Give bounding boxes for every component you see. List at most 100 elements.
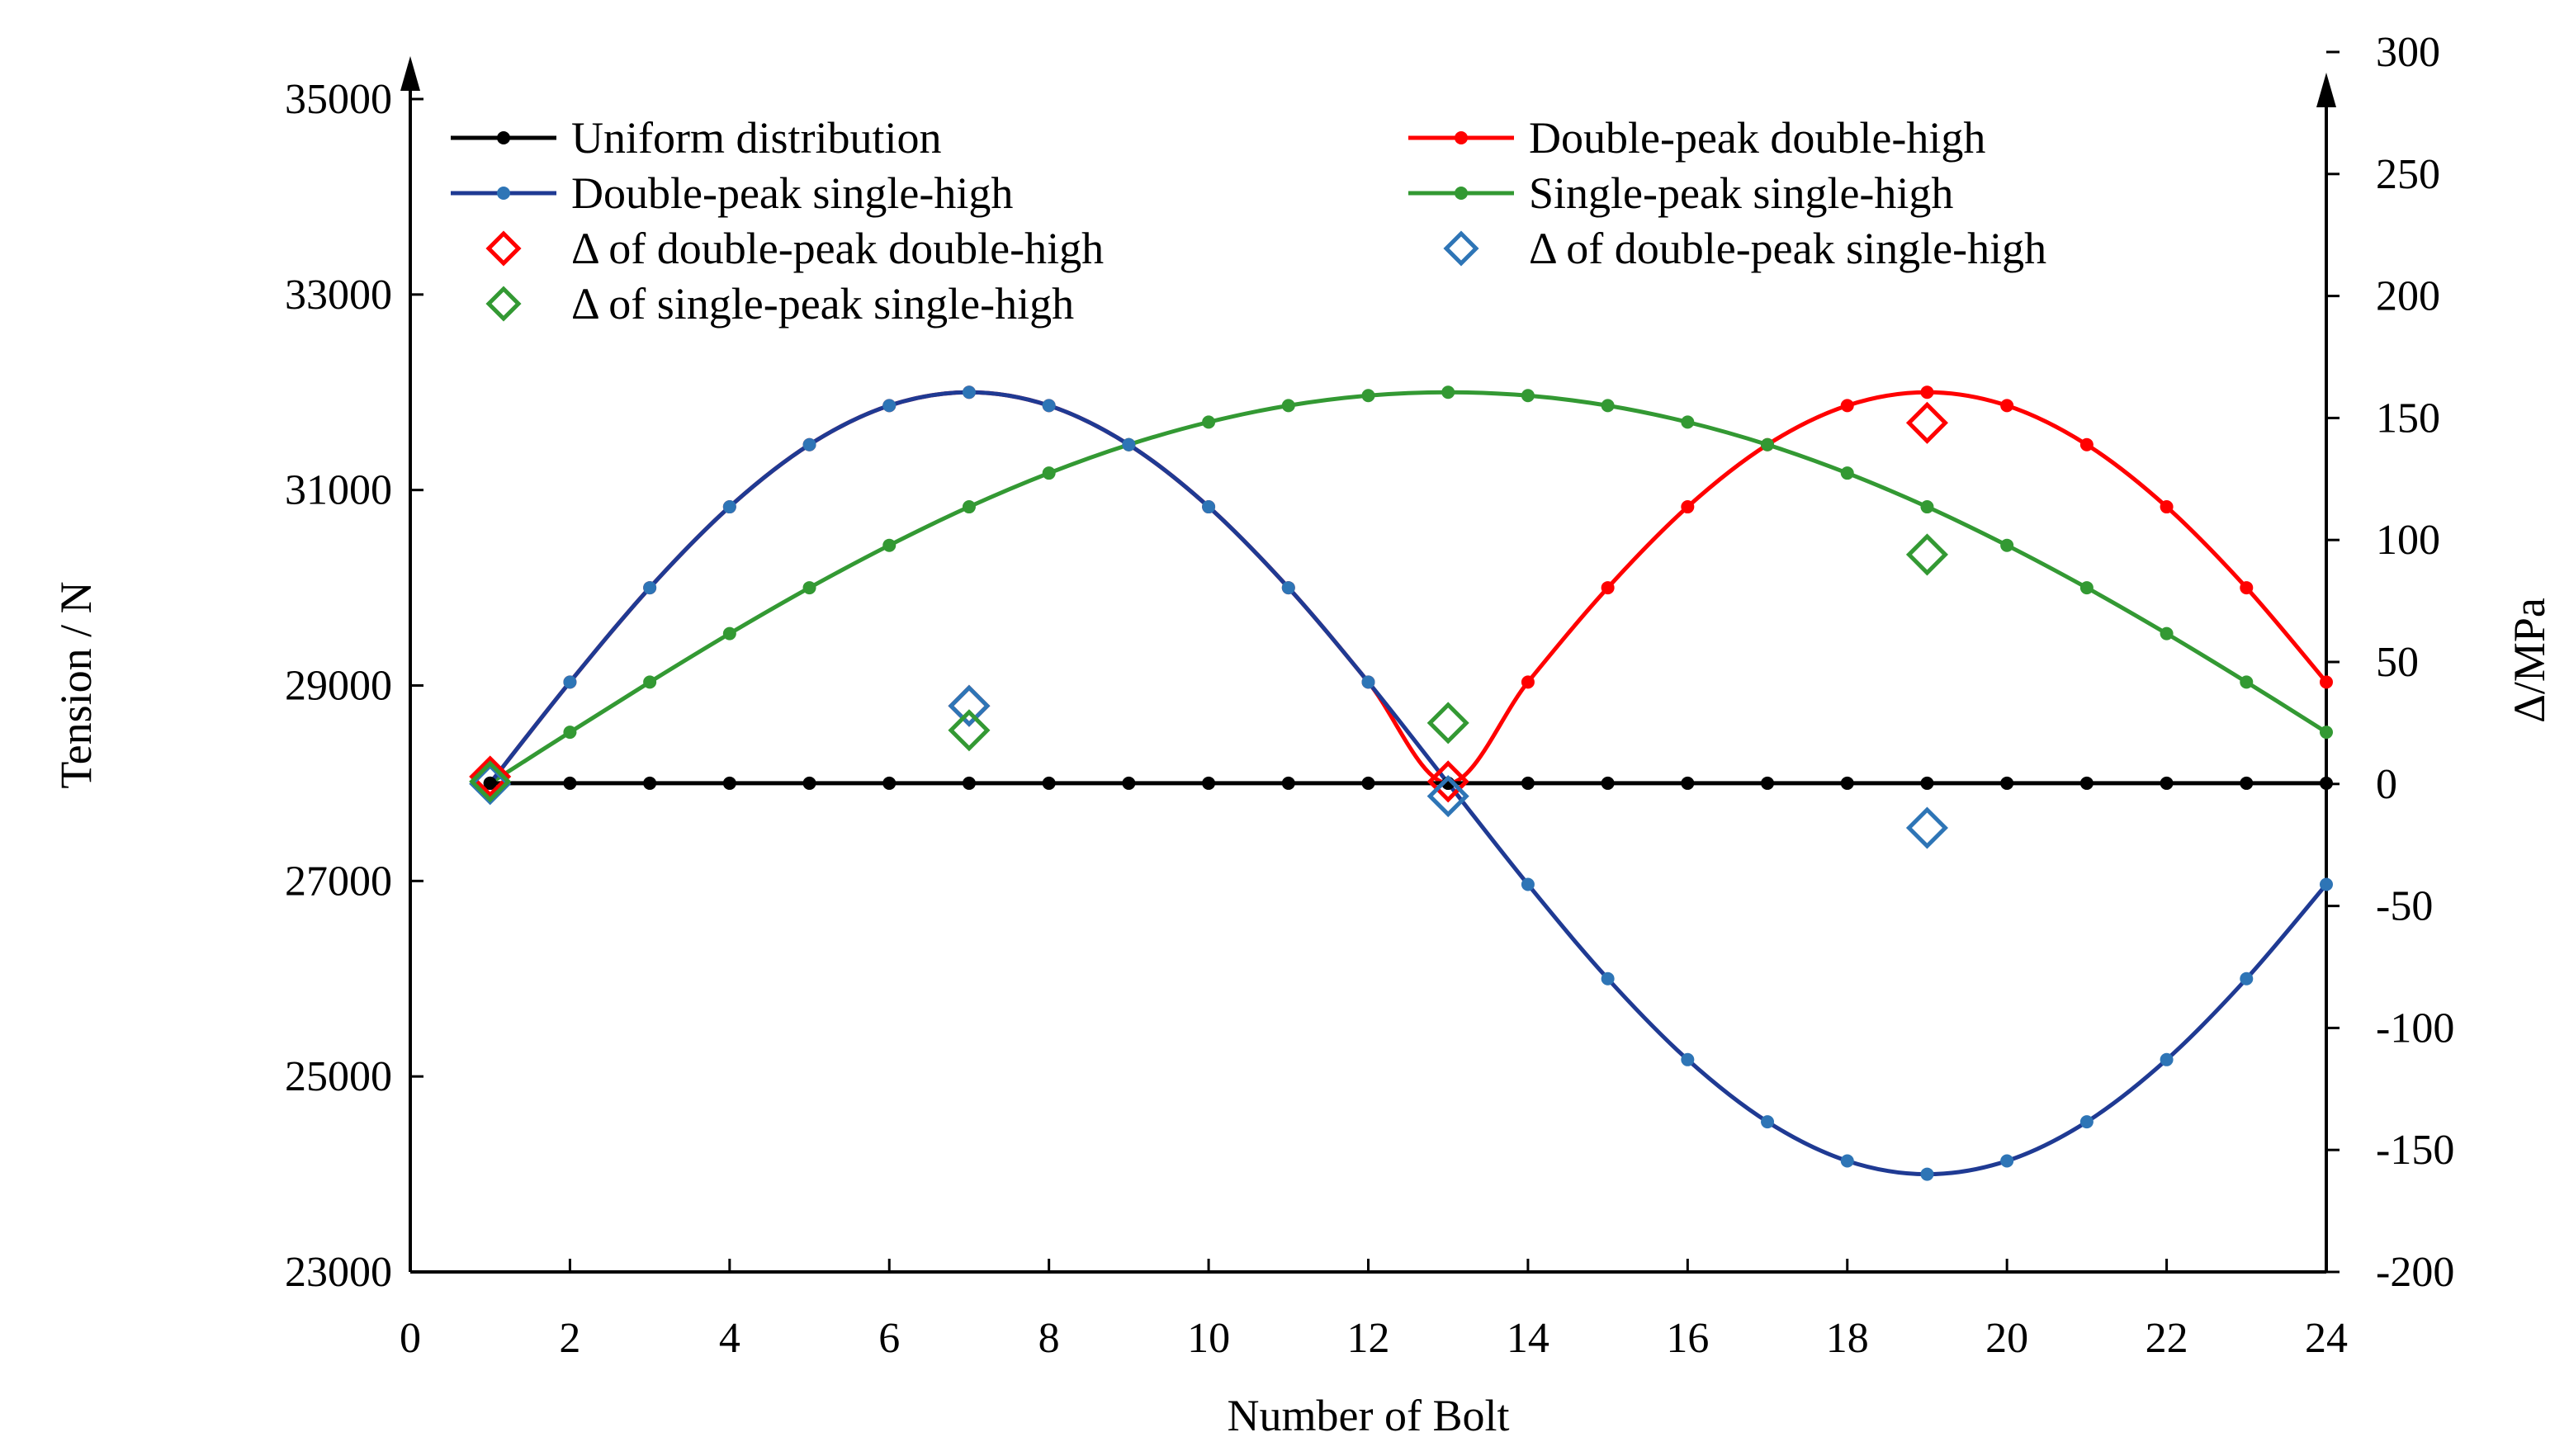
data-point-single-peak-single-high: [563, 726, 577, 740]
legend-swatch-marker: [497, 187, 510, 200]
delta-markers-layer: [469, 401, 1948, 849]
data-point-double-peak-single-high: [1840, 1154, 1854, 1168]
data-point-single-peak-single-high: [1361, 389, 1375, 403]
delta-series--of-single-peak-single-high: [469, 533, 1948, 803]
data-point-double-peak-single-high: [1761, 1115, 1775, 1129]
data-point-double-peak-double-high: [1521, 675, 1535, 689]
legend-item-double-peak-single-high: Double-peak single-high: [451, 168, 1013, 218]
legend-label: Single-peak single-high: [1529, 168, 1953, 218]
legend-item-uniform-distribution: Uniform distribution: [451, 113, 941, 163]
legend-item-single-peak-single-high: Single-peak single-high: [1408, 168, 1953, 218]
legend-label: Δ of double-peak single-high: [1529, 224, 2046, 273]
x-tick-label: 6: [878, 1315, 900, 1362]
x-tick-label: 14: [1507, 1315, 1549, 1362]
data-point-single-peak-single-high: [1202, 415, 1216, 429]
data-point-double-peak-single-high: [1361, 675, 1375, 689]
y2-tick-label: 200: [2376, 273, 2440, 320]
y2-tick-label: 150: [2376, 395, 2440, 442]
data-point-double-peak-double-high: [1920, 385, 1934, 399]
x-tick-label: 16: [1666, 1315, 1709, 1362]
data-point-uniform-distribution: [2160, 776, 2174, 790]
legend-item--of-single-peak-single-high: Δ of single-peak single-high: [485, 279, 1074, 329]
data-point-single-peak-single-high: [962, 500, 976, 514]
data-point-single-peak-single-high: [2240, 675, 2254, 689]
data-point-double-peak-single-high: [2000, 1154, 2014, 1168]
data-point-single-peak-single-high: [722, 626, 736, 641]
data-point-uniform-distribution: [1361, 776, 1375, 790]
series-line-double-peak-double-high: [488, 390, 2328, 786]
tick-labels: 0 2 4 6 8 10 12 14 16 18 20 22 242300025000270002900…: [285, 29, 2454, 1362]
data-point-uniform-distribution: [483, 776, 497, 790]
data-point-double-peak-double-high: [2240, 581, 2254, 595]
legend-label: Double-peak double-high: [1529, 113, 1985, 163]
y2-axis-arrowhead: [2316, 73, 2336, 107]
data-point-uniform-distribution: [1521, 776, 1535, 790]
legend-swatch-marker: [1455, 187, 1468, 200]
delta-marker--of-single-peak-single-high: [1426, 702, 1469, 745]
data-point-double-peak-single-high: [1681, 1052, 1695, 1066]
data-point-double-peak-single-high: [2320, 877, 2333, 891]
data-point-single-peak-single-high: [882, 538, 897, 552]
data-point-uniform-distribution: [2000, 776, 2014, 790]
delta-marker--of-double-peak-double-high: [948, 684, 991, 727]
data-point-double-peak-single-high: [2079, 1115, 2094, 1129]
x-tick-label: 10: [1187, 1315, 1230, 1362]
y2-tick-label: 250: [2376, 151, 2440, 198]
legend-item-double-peak-double-high: Double-peak double-high: [1408, 113, 1985, 163]
data-point-double-peak-single-high: [563, 675, 577, 689]
data-point-double-peak-single-high: [1521, 877, 1535, 891]
data-point-double-peak-single-high: [882, 399, 897, 413]
data-point-double-peak-single-high: [1202, 500, 1216, 514]
x-tick-label: 4: [719, 1315, 740, 1362]
data-point-double-peak-single-high: [2160, 1052, 2174, 1066]
delta-marker--of-single-peak-single-high: [1905, 533, 1948, 576]
x-tick-label: 12: [1347, 1315, 1390, 1362]
delta-marker--of-double-peak-double-high: [1426, 760, 1469, 803]
y2-tick-label: 100: [2376, 517, 2440, 564]
legend-swatch-marker: [497, 131, 510, 144]
data-point-double-peak-single-high: [962, 385, 976, 399]
legend-swatch-diamond: [1443, 230, 1479, 267]
data-point-single-peak-single-high: [1920, 500, 1934, 514]
data-point-double-peak-single-high: [802, 437, 816, 451]
data-point-uniform-distribution: [882, 776, 897, 790]
legend-label: Δ of single-peak single-high: [571, 279, 1074, 329]
series-line-double-peak-single-high: [488, 390, 2328, 1177]
data-point-double-peak-double-high: [2160, 500, 2174, 514]
data-point-uniform-distribution: [2240, 776, 2254, 790]
y2-tick-label: -200: [2376, 1249, 2454, 1296]
data-point-double-peak-single-high: [722, 500, 736, 514]
data-point-double-peak-single-high: [1122, 437, 1136, 451]
x-tick-label: 8: [1038, 1315, 1060, 1362]
data-point-uniform-distribution: [1202, 776, 1216, 790]
data-point-uniform-distribution: [1601, 776, 1615, 790]
legend-swatch-marker: [1455, 131, 1468, 144]
x-tick-label: 2: [559, 1315, 580, 1362]
y-tick-label: 27000: [285, 858, 392, 905]
legend-swatch-diamond: [485, 286, 522, 322]
y2-axis-title: Δ/MPa: [2505, 598, 2554, 723]
data-point-single-peak-single-high: [1761, 437, 1775, 451]
legend-item--of-double-peak-single-high: Δ of double-peak single-high: [1443, 224, 2046, 273]
delta-marker--of-single-peak-single-high: [948, 709, 991, 752]
y2-tick-label: 50: [2376, 639, 2419, 686]
legend-label: Double-peak single-high: [571, 168, 1013, 218]
data-point-double-peak-double-high: [2320, 675, 2333, 689]
data-point-single-peak-single-high: [1042, 466, 1056, 480]
data-point-single-peak-single-high: [643, 675, 657, 689]
delta-series--of-double-peak-double-high: [469, 401, 1948, 803]
data-point-uniform-distribution: [1761, 776, 1775, 790]
data-point-uniform-distribution: [1042, 776, 1056, 790]
series-uniform-distribution: [483, 776, 2333, 790]
data-point-single-peak-single-high: [1281, 399, 1295, 413]
y2-tick-label: 0: [2376, 761, 2397, 808]
data-point-uniform-distribution: [722, 776, 736, 790]
x-tick-label: 22: [2146, 1315, 2188, 1362]
data-point-uniform-distribution: [1122, 776, 1136, 790]
delta-marker--of-double-peak-double-high: [469, 755, 512, 798]
data-point-double-peak-single-high: [1920, 1167, 1934, 1181]
data-point-single-peak-single-high: [2160, 626, 2174, 641]
x-axis-title: Number of Bolt: [1228, 1391, 1510, 1440]
x-tick-label: 0: [400, 1315, 421, 1362]
tick-marks: [409, 50, 2340, 1274]
